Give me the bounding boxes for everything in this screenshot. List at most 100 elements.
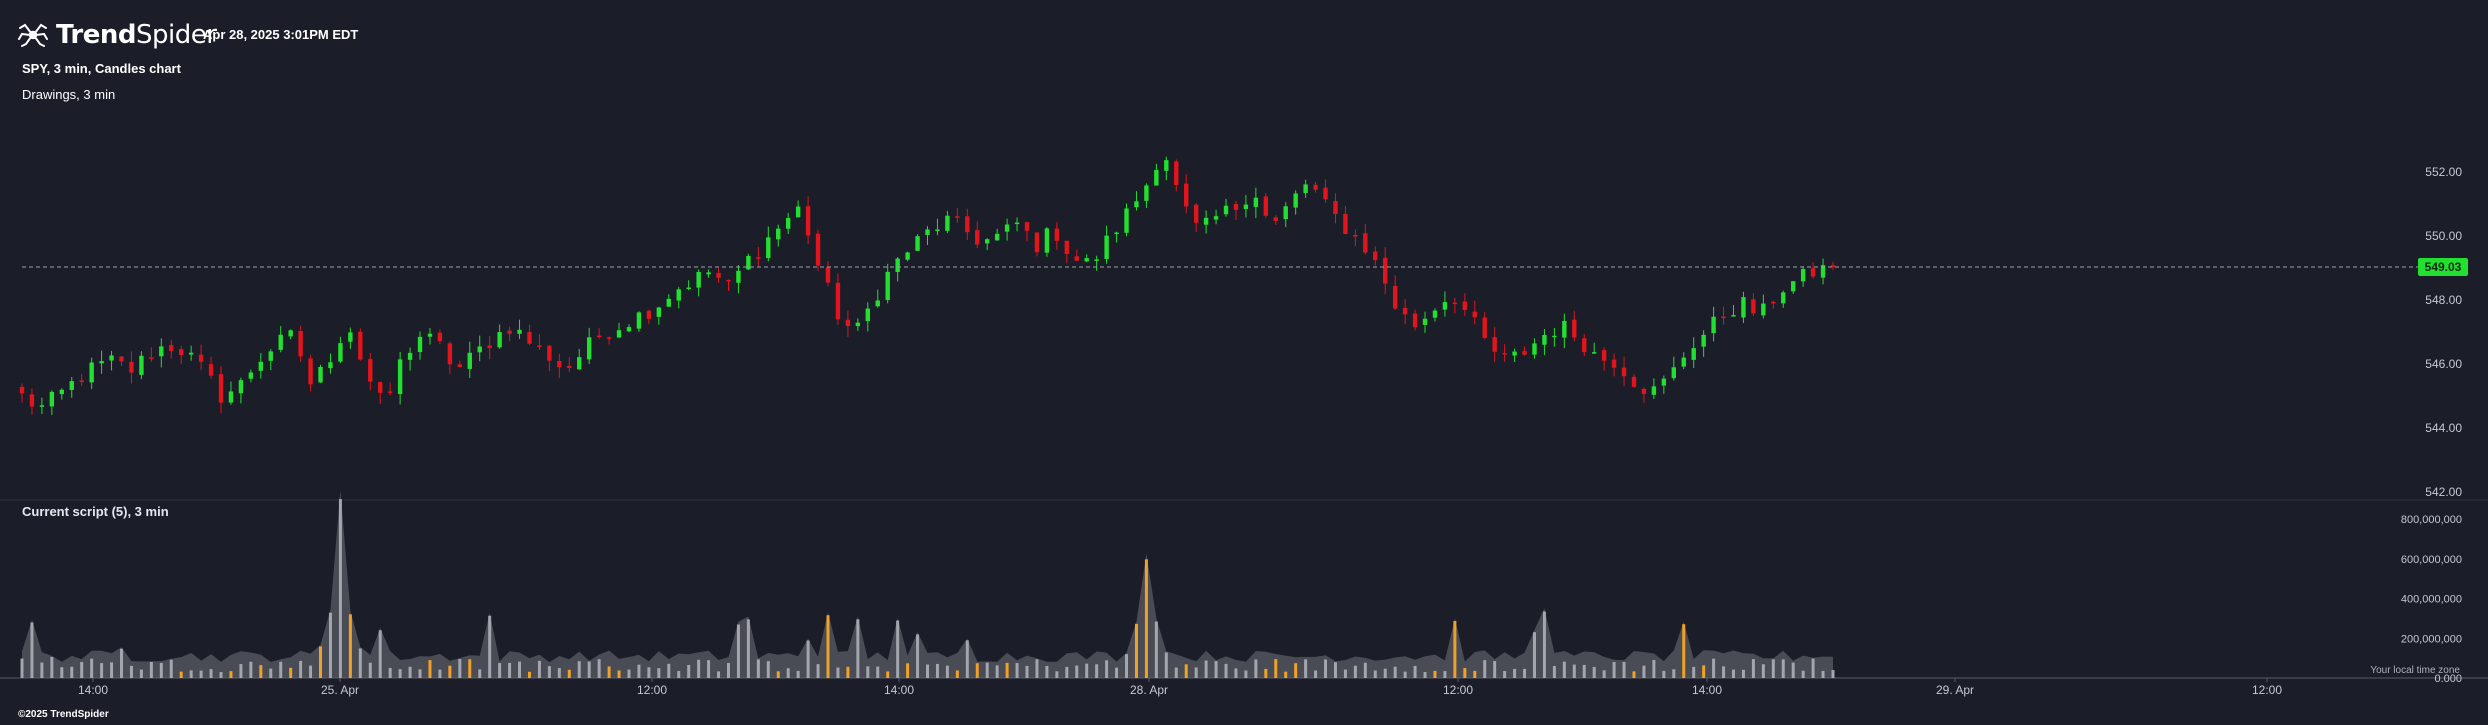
- candle-body[interactable]: [1323, 187, 1328, 200]
- candle-body[interactable]: [766, 237, 771, 259]
- candle-body[interactable]: [606, 337, 612, 339]
- volume-bar[interactable]: [617, 670, 621, 678]
- candle-body[interactable]: [1532, 343, 1537, 355]
- candle-body[interactable]: [1343, 214, 1348, 235]
- volume-bar[interactable]: [1463, 668, 1467, 678]
- volume-bar[interactable]: [249, 661, 253, 678]
- candle-body[interactable]: [1452, 302, 1458, 305]
- candle-body[interactable]: [1203, 217, 1209, 225]
- candle-body[interactable]: [915, 236, 920, 251]
- candle-body[interactable]: [1084, 258, 1089, 262]
- volume-bar[interactable]: [1304, 659, 1308, 678]
- volume-bar[interactable]: [1542, 611, 1546, 678]
- candle-body[interactable]: [994, 233, 1000, 241]
- candle-body[interactable]: [258, 361, 264, 371]
- candle-body[interactable]: [417, 336, 423, 353]
- volume-bar[interactable]: [219, 672, 223, 678]
- candle-body[interactable]: [1502, 352, 1507, 355]
- candle-body[interactable]: [1124, 208, 1129, 233]
- volume-bar[interactable]: [1612, 662, 1616, 678]
- candle-body[interactable]: [487, 345, 492, 349]
- candle-body[interactable]: [427, 333, 433, 337]
- candle-body[interactable]: [1253, 197, 1259, 207]
- candle-body[interactable]: [975, 230, 980, 245]
- candle-body[interactable]: [1810, 268, 1816, 277]
- candle-body[interactable]: [1472, 311, 1477, 318]
- volume-bar[interactable]: [786, 668, 790, 678]
- volume-bar[interactable]: [1751, 659, 1755, 678]
- candle-body[interactable]: [129, 361, 134, 373]
- volume-bar[interactable]: [537, 660, 541, 678]
- candle-body[interactable]: [1591, 352, 1597, 354]
- volume-bar[interactable]: [1652, 659, 1656, 678]
- candle-body[interactable]: [1243, 204, 1249, 210]
- candle-body[interactable]: [298, 331, 303, 357]
- volume-bar[interactable]: [736, 624, 740, 678]
- candle-body[interactable]: [1721, 316, 1726, 319]
- candle-body[interactable]: [1034, 232, 1040, 253]
- candle-body[interactable]: [1601, 350, 1607, 361]
- candle-body[interactable]: [169, 345, 174, 352]
- volume-bar[interactable]: [557, 668, 561, 678]
- volume-bar[interactable]: [1115, 667, 1119, 678]
- volume-bar[interactable]: [806, 640, 810, 678]
- candle-body[interactable]: [1412, 313, 1418, 328]
- candle-body[interactable]: [1542, 334, 1547, 345]
- volume-bar[interactable]: [1005, 662, 1009, 678]
- candle-body[interactable]: [1313, 184, 1318, 190]
- candle-body[interactable]: [368, 359, 373, 382]
- volume-bar[interactable]: [50, 656, 54, 678]
- volume-bar[interactable]: [20, 658, 24, 678]
- volume-bar[interactable]: [926, 664, 929, 678]
- volume-bar[interactable]: [159, 662, 163, 678]
- volume-bar[interactable]: [985, 662, 989, 678]
- volume-bar[interactable]: [1035, 659, 1039, 678]
- volume-bar[interactable]: [1134, 623, 1138, 678]
- candle-body[interactable]: [1522, 351, 1527, 355]
- candle-body[interactable]: [49, 391, 55, 407]
- volume-bar[interactable]: [1065, 666, 1069, 678]
- candle-body[interactable]: [955, 216, 960, 218]
- volume-bar[interactable]: [1154, 621, 1158, 678]
- volume-bar[interactable]: [687, 664, 691, 678]
- candle-body[interactable]: [935, 229, 940, 232]
- candle-body[interactable]: [905, 252, 910, 260]
- candle-body[interactable]: [109, 355, 114, 361]
- candle-body[interactable]: [39, 405, 45, 407]
- candle-body[interactable]: [965, 216, 970, 233]
- candle-body[interactable]: [1741, 297, 1746, 318]
- candle-body[interactable]: [855, 322, 861, 327]
- candle-body[interactable]: [338, 343, 343, 362]
- candle-body[interactable]: [1383, 257, 1388, 284]
- candle-body[interactable]: [517, 329, 522, 334]
- volume-bar[interactable]: [547, 666, 551, 678]
- candle-body[interactable]: [1572, 319, 1577, 338]
- candle-body[interactable]: [1184, 183, 1189, 207]
- candle-body[interactable]: [1432, 310, 1438, 318]
- volume-bar[interactable]: [627, 669, 631, 678]
- candle-body[interactable]: [646, 310, 652, 319]
- candle-body[interactable]: [457, 364, 463, 368]
- candle-body[interactable]: [1174, 161, 1179, 186]
- candle-body[interactable]: [1621, 367, 1627, 377]
- candle-body[interactable]: [99, 361, 104, 364]
- volume-bar[interactable]: [1532, 632, 1536, 678]
- volume-bar[interactable]: [1353, 665, 1357, 678]
- candle-body[interactable]: [467, 352, 472, 369]
- volume-bar[interactable]: [80, 661, 84, 678]
- volume-bar[interactable]: [906, 663, 910, 678]
- volume-bar[interactable]: [1473, 670, 1477, 678]
- volume-bar[interactable]: [428, 660, 432, 678]
- candle-body[interactable]: [348, 332, 353, 342]
- volume-bar[interactable]: [60, 667, 64, 678]
- candle-body[interactable]: [1761, 303, 1766, 316]
- candle-body[interactable]: [407, 352, 413, 360]
- candle-body[interactable]: [1771, 301, 1776, 304]
- volume-bar[interactable]: [1085, 663, 1089, 678]
- candle-body[interactable]: [477, 346, 482, 353]
- volume-bar[interactable]: [1771, 659, 1775, 678]
- candle-body[interactable]: [825, 267, 831, 283]
- candle-body[interactable]: [1164, 160, 1169, 171]
- volume-bar[interactable]: [30, 622, 34, 678]
- candle-body[interactable]: [268, 351, 273, 361]
